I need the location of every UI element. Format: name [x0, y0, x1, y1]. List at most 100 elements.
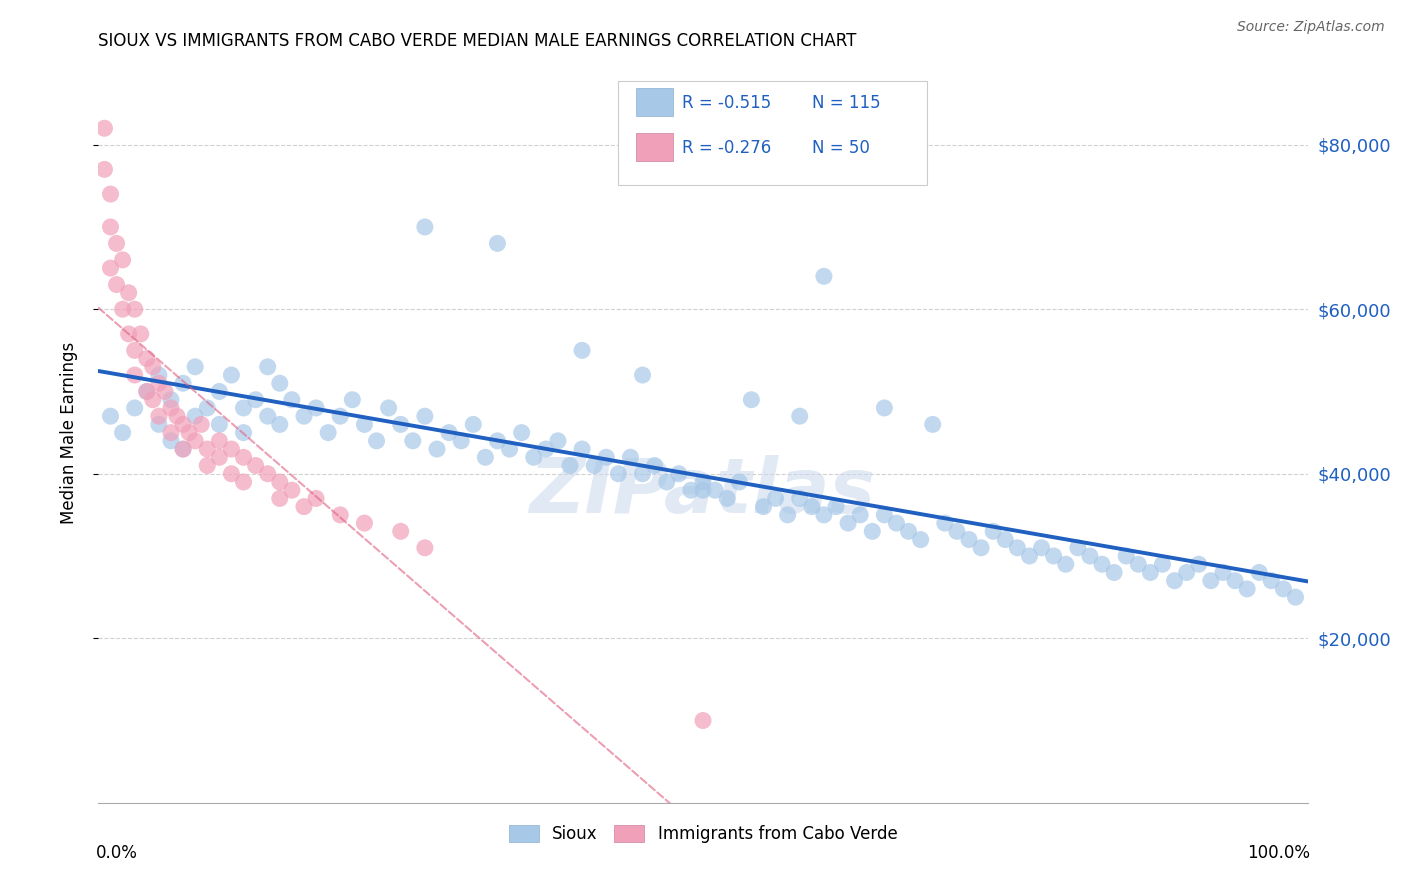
- Point: [245, 458, 267, 473]
- Point: [1272, 582, 1295, 596]
- Point: [148, 409, 170, 424]
- Text: 0.0%: 0.0%: [96, 844, 138, 862]
- Point: [160, 401, 183, 415]
- Point: [232, 450, 254, 465]
- Point: [389, 417, 412, 432]
- Point: [1249, 566, 1271, 580]
- Point: [994, 533, 1017, 547]
- Point: [1078, 549, 1101, 563]
- Point: [413, 409, 436, 424]
- Point: [195, 458, 218, 473]
- Point: [873, 401, 896, 415]
- Point: [195, 442, 218, 456]
- Point: [704, 483, 727, 498]
- Point: [269, 475, 291, 489]
- Point: [160, 434, 183, 448]
- Point: [1128, 558, 1150, 572]
- Point: [534, 442, 557, 456]
- Point: [93, 121, 115, 136]
- Point: [179, 425, 201, 440]
- Point: [232, 401, 254, 415]
- Point: [631, 368, 654, 382]
- Point: [413, 219, 436, 234]
- Point: [389, 524, 412, 539]
- Point: [281, 392, 304, 407]
- Point: [135, 384, 157, 399]
- Point: [1139, 566, 1161, 580]
- Point: [692, 483, 714, 498]
- Point: [329, 409, 352, 424]
- Point: [292, 500, 315, 514]
- Point: [245, 392, 267, 407]
- Point: [1115, 549, 1137, 563]
- FancyBboxPatch shape: [619, 81, 927, 185]
- Point: [1031, 541, 1053, 555]
- Point: [377, 401, 399, 415]
- Point: [644, 458, 666, 473]
- Point: [752, 500, 775, 514]
- Point: [1163, 574, 1185, 588]
- Point: [692, 714, 714, 728]
- Point: [595, 450, 617, 465]
- Point: [679, 483, 702, 498]
- Point: [740, 392, 762, 407]
- Point: [105, 236, 128, 251]
- Point: [897, 524, 920, 539]
- Point: [329, 508, 352, 522]
- Point: [184, 434, 207, 448]
- Point: [437, 425, 460, 440]
- Point: [1260, 574, 1282, 588]
- Point: [208, 450, 231, 465]
- Point: [208, 417, 231, 432]
- Point: [316, 425, 339, 440]
- Point: [305, 491, 328, 506]
- Point: [160, 425, 183, 440]
- Point: [172, 417, 194, 432]
- Point: [413, 541, 436, 555]
- Point: [631, 467, 654, 481]
- Point: [221, 467, 243, 481]
- Point: [837, 516, 859, 530]
- Point: [221, 442, 243, 456]
- Point: [547, 434, 569, 448]
- Point: [1067, 541, 1090, 555]
- Point: [148, 368, 170, 382]
- Point: [195, 401, 218, 415]
- Point: [1007, 541, 1029, 555]
- Point: [111, 425, 134, 440]
- Point: [789, 491, 811, 506]
- Point: [256, 409, 278, 424]
- Point: [353, 516, 375, 530]
- Point: [184, 359, 207, 374]
- Point: [281, 483, 304, 498]
- Text: N = 115: N = 115: [811, 95, 880, 112]
- Point: [571, 442, 593, 456]
- Point: [353, 417, 375, 432]
- Point: [921, 417, 943, 432]
- Point: [184, 409, 207, 424]
- Text: R = -0.515: R = -0.515: [682, 95, 772, 112]
- Point: [463, 417, 485, 432]
- Point: [860, 524, 883, 539]
- Point: [124, 401, 146, 415]
- Point: [93, 162, 115, 177]
- Point: [190, 417, 212, 432]
- Point: [873, 508, 896, 522]
- Legend: Sioux, Immigrants from Cabo Verde: Sioux, Immigrants from Cabo Verde: [502, 819, 904, 850]
- Point: [800, 500, 823, 514]
- Point: [111, 252, 134, 267]
- Text: R = -0.276: R = -0.276: [682, 138, 772, 157]
- Point: [1223, 574, 1246, 588]
- Point: [118, 326, 141, 341]
- Text: SIOUX VS IMMIGRANTS FROM CABO VERDE MEDIAN MALE EARNINGS CORRELATION CHART: SIOUX VS IMMIGRANTS FROM CABO VERDE MEDI…: [98, 32, 856, 50]
- Point: [292, 409, 315, 424]
- Point: [232, 475, 254, 489]
- Point: [1284, 590, 1306, 604]
- Point: [523, 450, 546, 465]
- Point: [118, 285, 141, 300]
- Point: [789, 409, 811, 424]
- Point: [1199, 574, 1222, 588]
- Point: [426, 442, 449, 456]
- Point: [957, 533, 980, 547]
- Point: [160, 392, 183, 407]
